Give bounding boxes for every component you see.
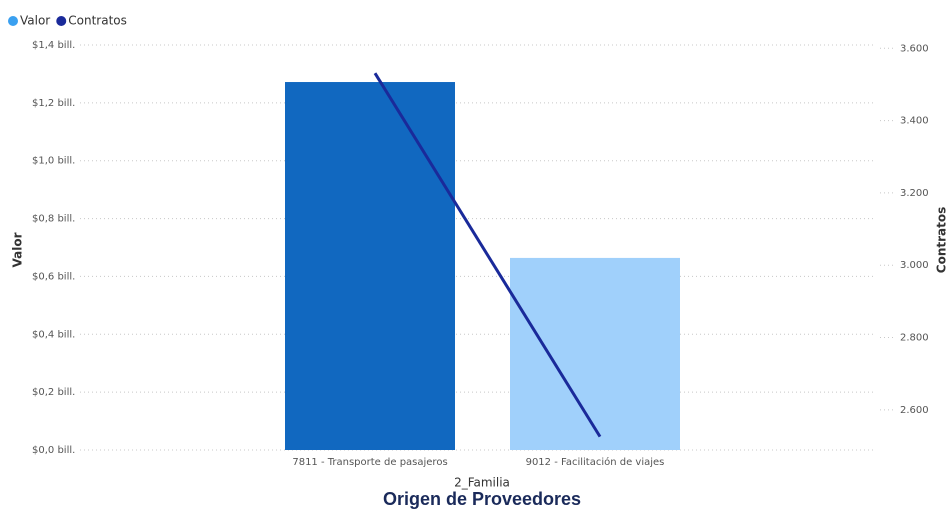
- x-tick-label: 7811 - Transporte de pasajeros: [292, 457, 447, 468]
- y-tick-label: $0,0 bill.: [32, 445, 75, 456]
- y2-axis-label: Contratos: [935, 207, 949, 273]
- chart-title: Origen de Proveedores: [383, 489, 581, 509]
- y-tick-label: $0,2 bill.: [32, 387, 75, 398]
- y-tick-label: $0,6 bill.: [32, 271, 75, 282]
- y-tick-label: $0,8 bill.: [32, 214, 75, 225]
- bar: [510, 257, 680, 450]
- y2-tick-label: 2.600: [900, 405, 929, 416]
- bar: [285, 82, 455, 451]
- legend-marker: [56, 16, 67, 26]
- x-axis-label: 2_Familia: [454, 476, 510, 490]
- line: [373, 72, 602, 438]
- y2-tick-label: 3.000: [900, 260, 929, 271]
- legend-label: Contratos: [68, 14, 127, 28]
- x-tick-label: 9012 - Facilitación de viajes: [526, 456, 665, 468]
- y2-tick-label: 3.600: [900, 43, 929, 54]
- y-tick-label: $1,4 bill.: [32, 40, 75, 51]
- legend-marker: [8, 16, 18, 26]
- legend-label: Valor: [20, 14, 50, 28]
- y-axis-label: Valor: [11, 232, 25, 267]
- y2-tick-label: 3.200: [900, 188, 929, 199]
- y-tick-label: $1,2 bill.: [32, 98, 75, 109]
- y2-tick-label: 2.800: [900, 333, 929, 344]
- y-tick-label: $0,4 bill.: [32, 329, 75, 340]
- y-tick-label: $1,0 bill.: [32, 156, 75, 167]
- y2-tick-label: 3.400: [900, 116, 929, 127]
